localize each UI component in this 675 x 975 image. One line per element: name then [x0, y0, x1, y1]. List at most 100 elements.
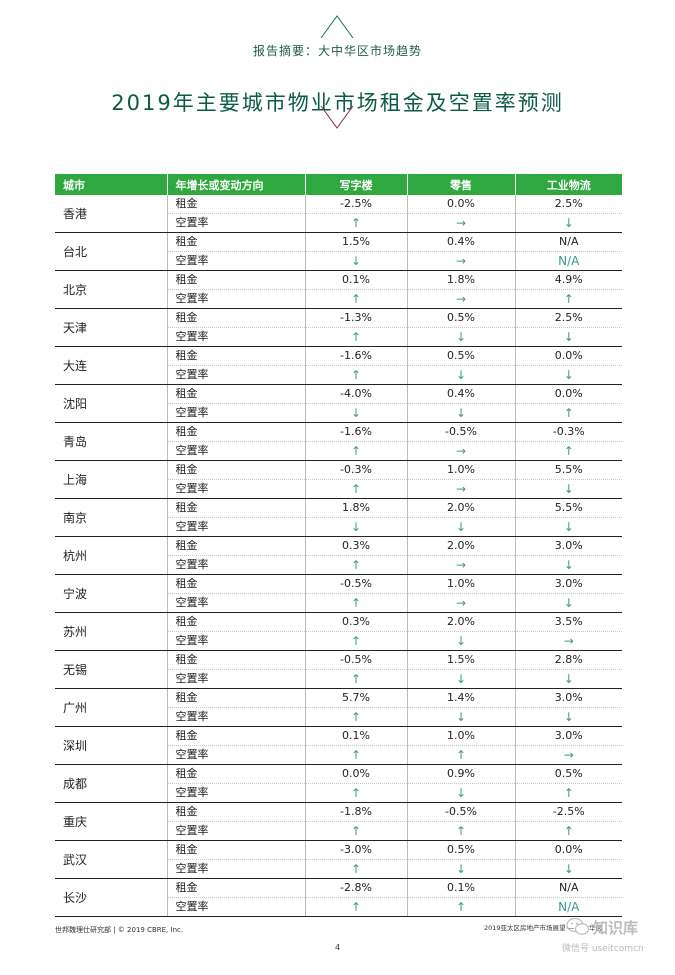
- table-row: 深圳 租金 0.1% 1.0% 3.0%: [55, 726, 622, 765]
- rent-label: 租金: [167, 726, 306, 746]
- rent-retail: -0.5%: [407, 422, 516, 442]
- vacancy-label: 空置率: [167, 669, 306, 689]
- table-row: 空置率 ↑ → ↑: [55, 289, 622, 309]
- city-name: 长沙: [55, 878, 168, 917]
- vacancy-office: ↓: [305, 517, 408, 537]
- rent-office: 0.1%: [305, 726, 408, 746]
- city-name: 北京: [55, 270, 168, 309]
- vacancy-retail: ↓: [407, 859, 516, 879]
- rent-retail: 1.4%: [407, 688, 516, 708]
- vacancy-industrial: ↓: [515, 555, 622, 575]
- city-name: 杭州: [55, 536, 168, 575]
- city-name: 重庆: [55, 802, 168, 841]
- vacancy-office: ↑: [305, 821, 408, 841]
- rent-industrial: 3.5%: [515, 612, 622, 632]
- rent-label: 租金: [167, 384, 306, 404]
- vacancy-industrial: ↑: [515, 783, 622, 803]
- vacancy-label: 空置率: [167, 745, 306, 765]
- rent-office: -1.6%: [305, 346, 408, 366]
- header-industrial: 工业物流: [515, 174, 622, 195]
- rent-label: 租金: [167, 308, 306, 328]
- rent-industrial: 2.5%: [515, 195, 622, 214]
- vacancy-industrial: ↓: [515, 517, 622, 537]
- rent-label: 租金: [167, 764, 306, 784]
- city-name: 武汉: [55, 840, 168, 879]
- header-city: 城市: [55, 174, 168, 195]
- table-row: 天津 租金 -1.3% 0.5% 2.5%: [55, 308, 622, 347]
- vacancy-office: ↑: [305, 783, 408, 803]
- vacancy-industrial: ↓: [515, 707, 622, 727]
- vacancy-retail: →: [407, 289, 516, 309]
- city-name: 天津: [55, 308, 168, 347]
- table-row: 空置率 ↓ → N/A: [55, 251, 622, 271]
- rent-office: -2.5%: [305, 195, 408, 214]
- rent-label: 租金: [167, 802, 306, 822]
- rent-office: -3.0%: [305, 840, 408, 860]
- vacancy-industrial: ↑: [515, 289, 622, 309]
- city-name: 上海: [55, 460, 168, 499]
- vacancy-label: 空置率: [167, 593, 306, 613]
- vacancy-retail: →: [407, 555, 516, 575]
- rent-label: 租金: [167, 460, 306, 480]
- table-row: 重庆 租金 -1.8% -0.5% -2.5%: [55, 802, 622, 841]
- city-name: 宁波: [55, 574, 168, 613]
- rent-label: 租金: [167, 574, 306, 594]
- vacancy-label: 空置率: [167, 821, 306, 841]
- vacancy-office: ↑: [305, 897, 408, 917]
- forecast-table: 城市 年增长或变动方向 写字楼 零售 工业物流 香港 租金 -2.5% 0.0% 2.5…: [55, 174, 622, 917]
- city-name: 香港: [55, 195, 168, 233]
- chevron-up-icon: [320, 15, 354, 39]
- vacancy-retail: ↑: [407, 745, 516, 765]
- table-row: 空置率 ↑ → ↓: [55, 555, 622, 575]
- vacancy-industrial: N/A: [515, 897, 622, 917]
- rent-office: 5.7%: [305, 688, 408, 708]
- rent-office: 0.0%: [305, 764, 408, 784]
- vacancy-office: ↑: [305, 631, 408, 651]
- page-number: 4: [334, 943, 341, 952]
- vacancy-label: 空置率: [167, 897, 306, 917]
- vacancy-industrial: ↑: [515, 821, 622, 841]
- vacancy-office: ↓: [305, 251, 408, 271]
- table-row: 长沙 租金 -2.8% 0.1% N/A: [55, 878, 622, 917]
- rent-retail: 0.5%: [407, 346, 516, 366]
- table-row: 空置率 ↑ ↓ →: [55, 631, 622, 651]
- rent-office: -1.6%: [305, 422, 408, 442]
- rent-retail: 0.4%: [407, 232, 516, 252]
- vacancy-office: ↑: [305, 745, 408, 765]
- vacancy-office: ↑: [305, 365, 408, 385]
- vacancy-retail: →: [407, 479, 516, 499]
- vacancy-label: 空置率: [167, 213, 306, 233]
- vacancy-office: ↑: [305, 707, 408, 727]
- city-name: 台北: [55, 232, 168, 271]
- vacancy-retail: ↓: [407, 707, 516, 727]
- table-row: 香港 租金 -2.5% 0.0% 2.5%: [55, 195, 622, 233]
- table-row: 宁波 租金 -0.5% 1.0% 3.0%: [55, 574, 622, 613]
- vacancy-label: 空置率: [167, 251, 306, 271]
- vacancy-office: ↑: [305, 593, 408, 613]
- vacancy-label: 空置率: [167, 365, 306, 385]
- section-subtitle: 报告摘要：大中华区市场趋势: [252, 44, 422, 58]
- rent-industrial: 4.9%: [515, 270, 622, 290]
- rent-retail: 2.0%: [407, 536, 516, 556]
- vacancy-label: 空置率: [167, 327, 306, 347]
- city-name: 沈阳: [55, 384, 168, 423]
- rent-retail: 1.0%: [407, 460, 516, 480]
- rent-label: 租金: [167, 612, 306, 632]
- footer-credit: 世邦魏理仕研究部 | © 2019 CBRE, Inc.: [55, 926, 184, 934]
- city-name: 深圳: [55, 726, 168, 765]
- table-row: 杭州 租金 0.3% 2.0% 3.0%: [55, 536, 622, 575]
- vacancy-industrial: ↓: [515, 213, 622, 233]
- table-row: 空置率 ↑ ↑ ↑: [55, 821, 622, 841]
- table-row: 成都 租金 0.0% 0.9% 0.5%: [55, 764, 622, 803]
- table-row: 南京 租金 1.8% 2.0% 5.5%: [55, 498, 622, 537]
- vacancy-office: ↑: [305, 289, 408, 309]
- city-name: 苏州: [55, 612, 168, 651]
- rent-label: 租金: [167, 232, 306, 252]
- rent-industrial: 0.0%: [515, 384, 622, 404]
- rent-label: 租金: [167, 688, 306, 708]
- city-name: 成都: [55, 764, 168, 803]
- vacancy-office: ↑: [305, 327, 408, 347]
- vacancy-office: ↓: [305, 403, 408, 423]
- rent-industrial: -2.5%: [515, 802, 622, 822]
- vacancy-industrial: ↑: [515, 441, 622, 461]
